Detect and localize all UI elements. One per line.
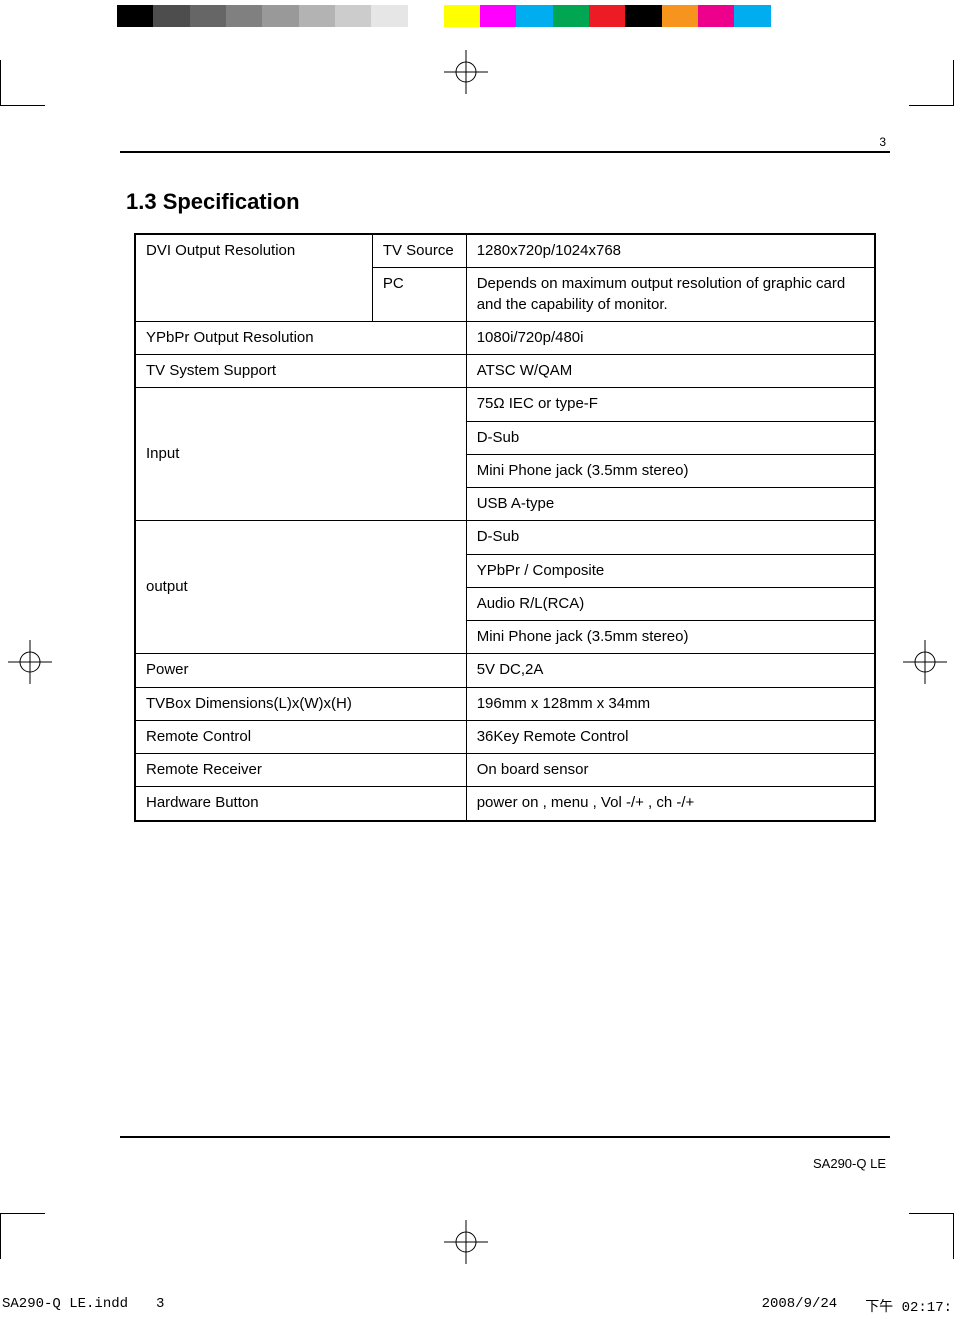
spec-value: 36Key Remote Control <box>466 720 875 753</box>
crop-mark <box>0 105 45 106</box>
spec-key: TVBox Dimensions(L)x(W)x(H) <box>135 687 466 720</box>
spec-value: power on , menu , Vol -/+ , ch -/+ <box>466 787 875 821</box>
table-row: Input75Ω IEC or type-F <box>135 388 875 421</box>
registration-mark-icon <box>903 640 947 684</box>
spec-value: D-Sub <box>466 421 875 454</box>
spec-key: Power <box>135 654 466 687</box>
crop-mark <box>0 1213 45 1214</box>
top-rule <box>120 151 890 153</box>
spec-value: Mini Phone jack (3.5mm stereo) <box>466 621 875 654</box>
spec-value: 75Ω IEC or type-F <box>466 388 875 421</box>
table-row: Remote Control36Key Remote Control <box>135 720 875 753</box>
spec-key: Hardware Button <box>135 787 466 821</box>
table-row: Remote ReceiverOn board sensor <box>135 754 875 787</box>
spec-value: Mini Phone jack (3.5mm stereo) <box>466 454 875 487</box>
spec-value: 1280x720p/1024x768 <box>466 234 875 268</box>
table-row: Power5V DC,2A <box>135 654 875 687</box>
slug-time: 下午 02:17: <box>865 1296 952 1316</box>
spec-key: Remote Control <box>135 720 466 753</box>
spec-key: Remote Receiver <box>135 754 466 787</box>
page-content: 3 1.3 Specification DVI Output Resolutio… <box>120 135 890 822</box>
slug-file: SA290-Q LE.indd <box>2 1296 128 1316</box>
bottom-rule-wrapper <box>120 1136 890 1138</box>
spec-key: DVI Output Resolution <box>135 234 372 321</box>
spec-key: output <box>135 521 466 654</box>
slug-date: 2008/9/24 <box>762 1296 838 1316</box>
spec-value: Audio R/L(RCA) <box>466 587 875 620</box>
model-label: SA290-Q LE <box>120 1156 890 1171</box>
spec-value: Depends on maximum output resolution of … <box>466 268 875 322</box>
table-row: TVBox Dimensions(L)x(W)x(H)196mm x 128mm… <box>135 687 875 720</box>
registration-mark-icon <box>444 1220 488 1264</box>
spec-subkey: PC <box>372 268 466 322</box>
printer-color-bar <box>117 5 807 27</box>
spec-key: TV System Support <box>135 355 466 388</box>
crop-mark <box>909 1213 954 1214</box>
spec-value: 5V DC,2A <box>466 654 875 687</box>
spec-key: YPbPr Output Resolution <box>135 321 466 354</box>
crop-mark <box>0 1214 1 1259</box>
spec-key: Input <box>135 388 466 521</box>
spec-value: On board sensor <box>466 754 875 787</box>
spec-value: D-Sub <box>466 521 875 554</box>
slug-page: 3 <box>156 1296 164 1316</box>
table-row: YPbPr Output Resolution1080i/720p/480i <box>135 321 875 354</box>
table-row: TV System SupportATSC W/QAM <box>135 355 875 388</box>
spec-value: ATSC W/QAM <box>466 355 875 388</box>
crop-mark <box>0 60 1 105</box>
spec-value: USB A-type <box>466 488 875 521</box>
spec-value: YPbPr / Composite <box>466 554 875 587</box>
bottom-rule <box>120 1136 890 1138</box>
spec-subkey: TV Source <box>372 234 466 268</box>
table-row: DVI Output ResolutionTV Source1280x720p/… <box>135 234 875 268</box>
section-title: 1.3 Specification <box>126 189 890 215</box>
page-number: 3 <box>120 135 890 149</box>
registration-mark-icon <box>8 640 52 684</box>
spec-value: 196mm x 128mm x 34mm <box>466 687 875 720</box>
indesign-slug: SA290-Q LE.indd 3 2008/9/24 下午 02:17: <box>2 1296 952 1316</box>
table-row: Hardware Buttonpower on , menu , Vol -/+… <box>135 787 875 821</box>
crop-mark <box>909 105 954 106</box>
registration-mark-icon <box>444 50 488 94</box>
table-row: outputD-Sub <box>135 521 875 554</box>
spec-value: 1080i/720p/480i <box>466 321 875 354</box>
specification-table: DVI Output ResolutionTV Source1280x720p/… <box>134 233 876 822</box>
